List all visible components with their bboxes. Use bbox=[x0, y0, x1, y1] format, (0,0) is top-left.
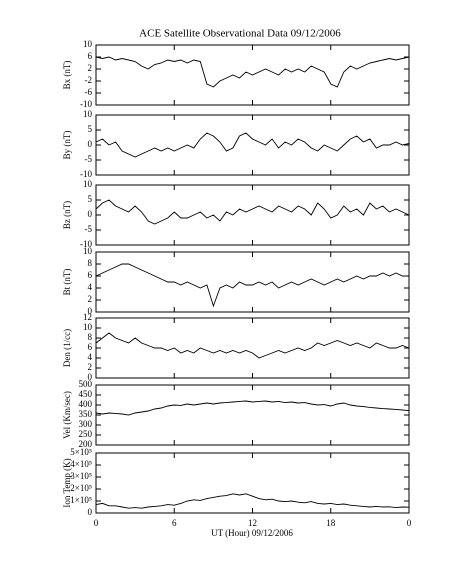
data-line bbox=[95, 332, 410, 359]
y-tick-label: 10 bbox=[83, 39, 93, 49]
y-tick-label: 5 bbox=[88, 124, 93, 134]
y-tick-label: 3×10⁵ bbox=[70, 471, 92, 481]
y-tick-label: 5×10⁵ bbox=[70, 447, 92, 457]
y-tick-label: 6 bbox=[88, 51, 93, 61]
y-tick-label: 10 bbox=[83, 246, 93, 256]
panel-frame bbox=[95, 251, 410, 313]
y-axis-label: Den (1/cc) bbox=[62, 329, 72, 367]
y-tick-label: 1×10⁵ bbox=[70, 495, 92, 505]
y-tick-label: 12 bbox=[83, 312, 92, 322]
x-tick-label: 12 bbox=[248, 518, 257, 528]
y-tick-label: 10 bbox=[83, 322, 93, 332]
y-tick-label: 4 bbox=[88, 282, 93, 292]
y-axis-label: Bx (nT) bbox=[62, 61, 72, 90]
data-line bbox=[95, 56, 410, 88]
y-tick-label: 400 bbox=[79, 399, 93, 409]
y-tick-label: 10 bbox=[83, 109, 93, 119]
y-axis-label: Bt (nT) bbox=[62, 269, 72, 296]
y-tick-label: 2 bbox=[88, 294, 93, 304]
y-tick-label: 6 bbox=[88, 342, 93, 352]
y-tick-label: 4 bbox=[88, 352, 93, 362]
y-tick-label: 200 bbox=[79, 439, 93, 449]
panel-frame bbox=[95, 114, 410, 176]
x-axis-label: UT (Hour) 09/12/2006 bbox=[211, 528, 293, 538]
y-axis-label: Ion Temp (K) bbox=[62, 458, 72, 507]
y-axis-label: Vel (Km/sec) bbox=[62, 391, 72, 439]
y-tick-label: -2 bbox=[85, 75, 93, 85]
y-tick-label: -6 bbox=[85, 87, 93, 97]
y-tick-label: 2 bbox=[88, 63, 93, 73]
y-tick-label: -10 bbox=[80, 169, 92, 179]
y-axis-label: By (nT) bbox=[62, 131, 72, 160]
y-tick-label: 10 bbox=[83, 179, 93, 189]
y-tick-label: 0 bbox=[88, 306, 93, 316]
y-tick-label: -5 bbox=[85, 154, 93, 164]
y-tick-label: 2×10⁵ bbox=[70, 483, 92, 493]
x-tick-label: 6 bbox=[172, 518, 177, 528]
y-tick-label: -5 bbox=[85, 224, 93, 234]
panel-frame bbox=[95, 384, 410, 446]
panel-frame bbox=[95, 452, 410, 514]
y-tick-label: 5 bbox=[88, 194, 93, 204]
y-tick-label: -10 bbox=[80, 99, 92, 109]
y-tick-label: -10 bbox=[80, 239, 92, 249]
y-axis-label: Bz (nT) bbox=[62, 201, 72, 229]
x-tick-label: 18 bbox=[326, 518, 336, 528]
data-line bbox=[95, 263, 409, 308]
y-tick-label: 250 bbox=[79, 429, 93, 439]
chart-title: ACE Satellite Observational Data 09/12/2… bbox=[139, 28, 341, 40]
y-tick-label: 0 bbox=[88, 139, 93, 149]
y-tick-label: 8 bbox=[88, 332, 93, 342]
x-tick-label: 0 bbox=[407, 518, 412, 528]
y-tick-label: 2 bbox=[88, 362, 93, 372]
y-tick-label: 300 bbox=[79, 419, 93, 429]
data-line bbox=[95, 493, 410, 509]
y-tick-label: 6 bbox=[88, 270, 93, 280]
y-tick-label: 0 bbox=[88, 372, 93, 382]
y-tick-label: 0 bbox=[88, 209, 93, 219]
y-tick-label: 350 bbox=[79, 409, 93, 419]
panel-frame bbox=[95, 317, 410, 379]
x-tick-label: 0 bbox=[94, 518, 99, 528]
data-line bbox=[95, 199, 410, 225]
y-tick-label: 0 bbox=[88, 507, 93, 517]
y-tick-label: 450 bbox=[79, 389, 93, 399]
y-tick-label: 500 bbox=[79, 379, 93, 389]
y-tick-label: 8 bbox=[88, 258, 93, 268]
data-line bbox=[95, 132, 410, 158]
y-tick-label: 4×10⁵ bbox=[70, 459, 92, 469]
panel-frame bbox=[95, 184, 410, 246]
data-line bbox=[95, 400, 410, 416]
